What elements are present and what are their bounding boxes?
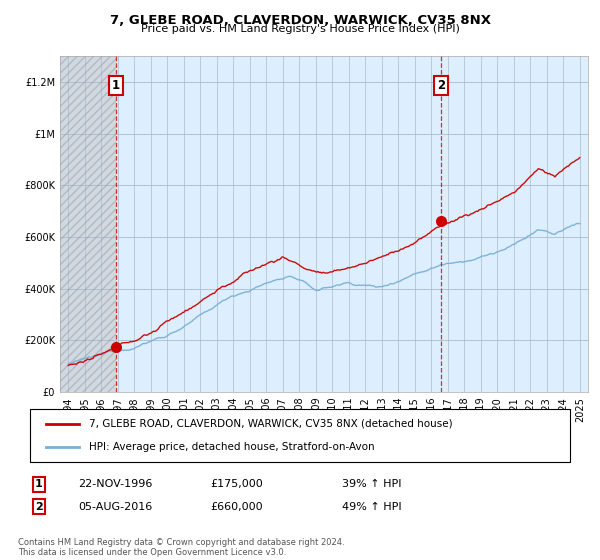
Text: £175,000: £175,000 bbox=[210, 479, 263, 489]
Bar bbox=[60, 56, 116, 392]
Text: £660,000: £660,000 bbox=[210, 502, 263, 512]
Bar bbox=[60, 56, 116, 392]
Text: HPI: Average price, detached house, Stratford-on-Avon: HPI: Average price, detached house, Stra… bbox=[89, 442, 375, 452]
Text: 1: 1 bbox=[112, 79, 120, 92]
Text: 2: 2 bbox=[437, 79, 445, 92]
Text: 49% ↑ HPI: 49% ↑ HPI bbox=[342, 502, 401, 512]
Text: Contains HM Land Registry data © Crown copyright and database right 2024.
This d: Contains HM Land Registry data © Crown c… bbox=[18, 538, 344, 557]
FancyBboxPatch shape bbox=[30, 409, 570, 462]
Text: 22-NOV-1996: 22-NOV-1996 bbox=[78, 479, 152, 489]
Text: 7, GLEBE ROAD, CLAVERDON, WARWICK, CV35 8NX: 7, GLEBE ROAD, CLAVERDON, WARWICK, CV35 … bbox=[110, 14, 491, 27]
Text: 7, GLEBE ROAD, CLAVERDON, WARWICK, CV35 8NX (detached house): 7, GLEBE ROAD, CLAVERDON, WARWICK, CV35 … bbox=[89, 419, 453, 429]
Text: 39% ↑ HPI: 39% ↑ HPI bbox=[342, 479, 401, 489]
Text: Price paid vs. HM Land Registry's House Price Index (HPI): Price paid vs. HM Land Registry's House … bbox=[140, 24, 460, 34]
Text: 05-AUG-2016: 05-AUG-2016 bbox=[78, 502, 152, 512]
Text: 2: 2 bbox=[35, 502, 43, 512]
Text: 1: 1 bbox=[35, 479, 43, 489]
